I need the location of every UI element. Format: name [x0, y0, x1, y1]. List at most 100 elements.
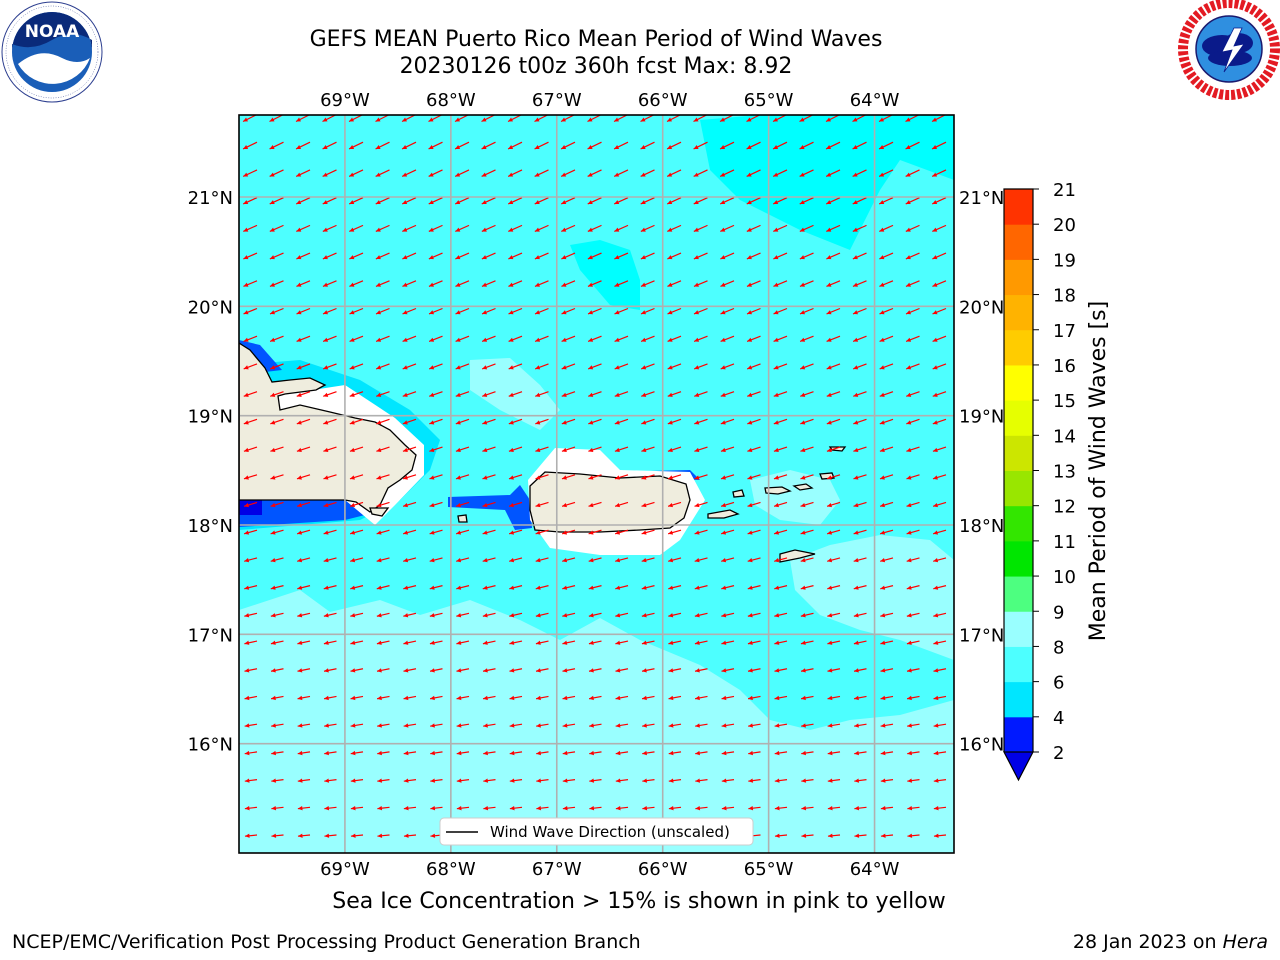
wind-wave-arrow-32: [375, 141, 390, 150]
wind-wave-arrow-548: [456, 668, 470, 673]
wind-wave-arrow-659: [536, 778, 549, 783]
wind-wave-arrow-693: [721, 806, 735, 811]
noaa-logo-text: NOAA: [25, 22, 80, 42]
colorbar-segment-4: [1004, 576, 1033, 612]
sea-ice-note: Sea Ice Concentration > 15% is shown in …: [332, 889, 946, 914]
wind-wave-arrow-197: [455, 307, 470, 315]
wind-wave-arrow-581: [615, 695, 629, 701]
wind-wave-arrow-444: [562, 557, 576, 563]
colorbar-tick-3: 8: [1053, 637, 1064, 658]
period-zone-below-2: [239, 500, 262, 515]
wind-wave-arrow-311: [614, 418, 629, 425]
wind-wave-arrow-595: [271, 723, 284, 728]
wind-wave-arrow-355: [349, 474, 364, 480]
wind-wave-arrow-121: [587, 224, 602, 232]
wind-wave-arrow-452: [774, 557, 788, 563]
wind-wave-arrow-280: [508, 391, 523, 397]
wind-wave-arrow-335: [535, 446, 549, 453]
wind-wave-arrow-313: [667, 418, 682, 425]
wind-wave-arrow-62: [454, 169, 470, 178]
wind-wave-arrow-502: [668, 612, 682, 618]
wind-wave-arrow-242: [932, 335, 947, 342]
wind-wave-arrow-450: [721, 557, 735, 563]
wind-wave-arrow-143: [455, 252, 470, 260]
wind-wave-arrow-182: [773, 280, 788, 287]
colorbar-tick-14: 19: [1053, 250, 1076, 271]
wind-wave-arrow-440: [456, 557, 470, 563]
wind-wave-arrow-273: [323, 391, 337, 397]
wind-wave-arrow-486: [244, 612, 258, 618]
wind-wave-arrow-203: [614, 307, 629, 315]
colorbar-segment-12: [1004, 294, 1033, 331]
colorbar-segment-1: [1004, 681, 1033, 718]
wind-wave-arrow-468: [482, 585, 496, 590]
wind-wave-arrow-682: [430, 806, 443, 811]
wind-wave-arrow-457: [906, 557, 920, 563]
wind-wave-arrow-674: [933, 778, 947, 783]
wind-wave-arrow-263: [773, 363, 788, 370]
wind-wave-arrow-199: [508, 307, 523, 315]
lon-tick-bottom-4: 65°W: [744, 859, 794, 880]
wind-wave-arrow-575: [456, 695, 470, 701]
wind-wave-arrow-305: [455, 418, 470, 425]
wind-wave-arrow-338: [614, 446, 629, 453]
wind-wave-arrow-641: [774, 750, 788, 756]
wind-wave-arrow-610: [668, 723, 682, 728]
wind-wave-arrow-100: [746, 197, 761, 205]
wind-wave-arrow-664: [668, 778, 682, 783]
wind-wave-arrow-228: [561, 335, 576, 342]
wind-wave-arrow-400: [826, 501, 841, 508]
wind-wave-arrow-506: [774, 612, 788, 618]
wind-wave-arrow-245: [296, 363, 311, 370]
wind-wave-arrow-117: [481, 224, 496, 232]
wind-wave-arrow-57: [322, 169, 337, 178]
wind-wave-arrow-369: [720, 474, 735, 480]
wind-wave-arrow-472: [588, 585, 602, 590]
wind-wave-arrow-560: [774, 668, 788, 673]
wind-wave-arrow-114: [402, 224, 417, 232]
wind-wave-arrow-150: [640, 252, 655, 260]
footer-date: 28 Jan 2023 on Hera: [1073, 931, 1268, 953]
wind-wave-arrow-31: [348, 141, 364, 150]
wind-wave-arrow-415: [508, 529, 523, 535]
wind-wave-arrow-154: [746, 252, 761, 260]
wind-wave-arrow-250: [428, 363, 443, 370]
map-area[interactable]: [239, 115, 954, 853]
wind-wave-arrow-660: [562, 778, 576, 783]
wind-wave-arrow-63: [481, 169, 496, 178]
wind-wave-arrow-443: [535, 557, 549, 563]
wind-wave-arrow-697: [827, 806, 841, 811]
wind-wave-arrow-705: [324, 833, 337, 838]
wind-wave-arrow-726: [880, 833, 894, 838]
wind-wave-arrow-41: [613, 141, 629, 150]
wind-wave-arrow-116: [455, 224, 470, 232]
wind-wave-arrow-177: [640, 280, 655, 287]
wind-wave-arrow-390: [561, 501, 576, 508]
wind-wave-arrow-544: [350, 668, 364, 673]
wind-wave-arrow-341: [694, 446, 708, 453]
wind-wave-arrow-419: [614, 529, 629, 535]
wind-wave-arrow-84: [322, 197, 337, 205]
wind-wave-arrow-649: [271, 778, 284, 783]
wind-wave-arrow-212: [852, 307, 867, 315]
wind-wave-arrow-253: [508, 363, 523, 370]
wind-wave-arrow-354: [323, 474, 337, 480]
wind-wave-arrow-194: [375, 307, 390, 315]
wind-wave-arrow-530: [694, 640, 708, 645]
lat-tick-left-4: 17°N: [188, 625, 233, 646]
wind-wave-arrow-397: [747, 501, 761, 508]
wind-wave-arrow-646: [907, 750, 920, 756]
wind-wave-arrow-133: [905, 224, 920, 232]
wind-wave-arrow-653: [377, 778, 390, 783]
wind-wave-arrow-99: [719, 197, 735, 205]
wind-wave-arrow-102: [799, 197, 814, 205]
wind-wave-arrow-644: [854, 750, 867, 756]
wind-wave-arrow-485: [933, 585, 947, 590]
wind-wave-arrow-310: [588, 418, 602, 425]
wind-wave-arrow-509: [853, 612, 867, 618]
wind-wave-arrow-536: [853, 640, 867, 645]
wind-wave-arrow-672: [880, 778, 894, 783]
colorbar-tick-4: 9: [1053, 602, 1064, 623]
wind-wave-arrow-573: [403, 695, 417, 701]
wind-wave-arrow-141: [402, 252, 417, 260]
